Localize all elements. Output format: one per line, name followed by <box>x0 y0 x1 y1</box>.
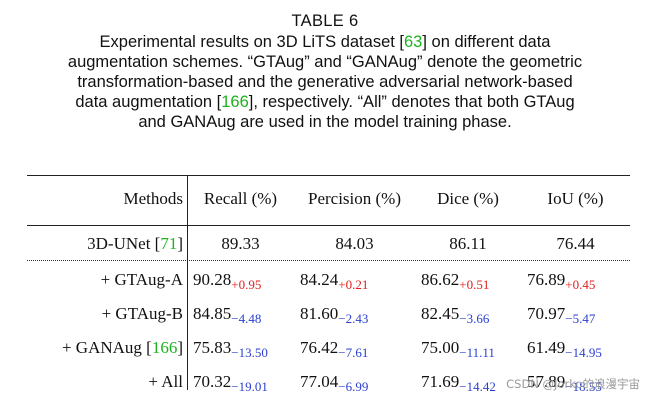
table-title: TABLE 6 <box>291 12 359 30</box>
value: 90.28 <box>193 270 232 289</box>
delta: +0.51 <box>459 277 490 292</box>
value: 70.32 <box>193 372 232 391</box>
precision-cell: 76.42−7.61 <box>294 331 415 365</box>
delta: −11.11 <box>459 345 495 360</box>
delta: +0.45 <box>565 277 596 292</box>
delta: −3.66 <box>459 311 490 326</box>
delta: −6.99 <box>338 379 369 394</box>
column-header: IoU (%) <box>547 189 604 208</box>
value: 86.62 <box>421 270 460 289</box>
column-header: Dice (%) <box>437 189 499 208</box>
header-row: Methods Recall (%) Percision (%) Dice (%… <box>27 175 630 223</box>
iou-cell: 76.89+0.45 <box>521 263 630 297</box>
caption-text: ] on different data <box>422 33 551 51</box>
citation-link[interactable]: 166 <box>221 93 249 111</box>
caption-text: data augmentation [ <box>75 93 222 111</box>
recall-cell: 90.28+0.95 <box>187 263 294 297</box>
value: 84.24 <box>300 270 339 289</box>
method-bracket: ] <box>177 338 183 357</box>
column-header: Recall (%) <box>203 189 278 208</box>
value: 75.00 <box>421 338 460 357</box>
dotted-separator <box>27 260 630 261</box>
value: 76.42 <box>300 338 339 357</box>
method-name: + GANAug [ <box>61 338 152 357</box>
delta: −14.42 <box>459 379 496 394</box>
delta: −5.47 <box>565 311 596 326</box>
precision-cell: 77.04−6.99 <box>294 365 415 399</box>
data-table: Methods Recall (%) Percision (%) Dice (%… <box>27 175 630 399</box>
table-row: 3D-UNet [71] 89.33 84.03 86.11 76.44 <box>27 223 630 263</box>
delta: −13.50 <box>231 345 268 360</box>
table-row: + All 70.32−19.01 77.04−6.99 71.69−14.42… <box>27 365 630 399</box>
delta: −2.43 <box>338 311 369 326</box>
caption-line-3: transformation-based and the generative … <box>77 73 573 91</box>
recall-cell: 75.83−13.50 <box>187 331 294 365</box>
delta: −18.55 <box>565 379 602 394</box>
delta: −4.48 <box>231 311 262 326</box>
caption-line-2: augmentation schemes. “GTAug” and “GANAu… <box>67 53 583 71</box>
iou-cell: 57.89−18.55 <box>521 365 630 399</box>
method-name: 3D-UNet [ <box>87 234 161 253</box>
value: 82.45 <box>421 304 460 323</box>
header-rule <box>27 225 630 226</box>
value: 61.49 <box>527 338 566 357</box>
value: 84.85 <box>193 304 232 323</box>
delta: −19.01 <box>231 379 268 394</box>
top-rule <box>27 175 630 176</box>
value: 77.04 <box>300 372 339 391</box>
delta: −14.95 <box>565 345 602 360</box>
watermark: CSDN @Jorko的浪漫宇宙 <box>506 377 640 391</box>
dice-cell: 82.45−3.66 <box>415 297 521 331</box>
method-bracket: ] <box>177 234 183 253</box>
value: 71.69 <box>421 372 460 391</box>
citation-link[interactable]: 71 <box>160 234 178 253</box>
method-name: + GTAug-B <box>101 304 183 323</box>
table-row: + GANAug [166] 75.83−13.50 76.42−7.61 75… <box>27 331 630 365</box>
delta: +0.21 <box>338 277 369 292</box>
column-header: Methods <box>123 189 184 208</box>
dice-cell: 86.62+0.51 <box>415 263 521 297</box>
citation-link[interactable]: 63 <box>404 33 423 51</box>
recall-cell: 70.32−19.01 <box>187 365 294 399</box>
delta: +0.95 <box>231 277 262 292</box>
value: 75.83 <box>193 338 232 357</box>
citation-link[interactable]: 166 <box>151 338 178 357</box>
iou-cell: 76.44 <box>556 234 595 253</box>
precision-cell: 81.60−2.43 <box>294 297 415 331</box>
caption-line-4: data augmentation [166], respectively. “… <box>0 92 650 112</box>
table-caption: TABLE 6 Experimental results on 3D LiTS … <box>0 10 650 132</box>
method-cell: 3D-UNet [71] <box>27 223 187 263</box>
caption-text: Experimental results on 3D LiTS dataset … <box>99 33 404 51</box>
method-cell: + GTAug-B <box>27 297 187 331</box>
dice-cell: 86.11 <box>449 234 487 253</box>
value: 70.97 <box>527 304 566 323</box>
column-header: Percision (%) <box>307 189 401 208</box>
caption-line-5: and GANAug are used in the model trainin… <box>138 113 512 131</box>
method-cell: + GANAug [166] <box>27 331 187 365</box>
table-row: + GTAug-B 84.85−4.48 81.60−2.43 82.45−3.… <box>27 297 630 331</box>
iou-cell: 70.97−5.47 <box>521 297 630 331</box>
caption-text: ], respectively. “All” denotes that both… <box>248 93 575 111</box>
value: 57.89 <box>527 372 566 391</box>
value: 76.89 <box>527 270 566 289</box>
caption-line-1: Experimental results on 3D LiTS dataset … <box>0 32 650 52</box>
delta: −7.61 <box>338 345 369 360</box>
precision-cell: 84.24+0.21 <box>294 263 415 297</box>
value: 81.60 <box>300 304 339 323</box>
method-name: + All <box>148 372 183 391</box>
iou-cell: 61.49−14.95 <box>521 331 630 365</box>
dice-cell: 75.00−11.11 <box>415 331 521 365</box>
precision-cell: 84.03 <box>335 234 374 253</box>
column-divider <box>187 175 188 390</box>
recall-cell: 84.85−4.48 <box>187 297 294 331</box>
table-row: + GTAug-A 90.28+0.95 84.24+0.21 86.62+0.… <box>27 263 630 297</box>
method-name: + GTAug-A <box>100 270 183 289</box>
method-cell: + All <box>27 365 187 399</box>
method-cell: + GTAug-A <box>27 263 187 297</box>
dice-cell: 71.69−14.42 <box>415 365 521 399</box>
recall-cell: 89.33 <box>221 234 260 253</box>
